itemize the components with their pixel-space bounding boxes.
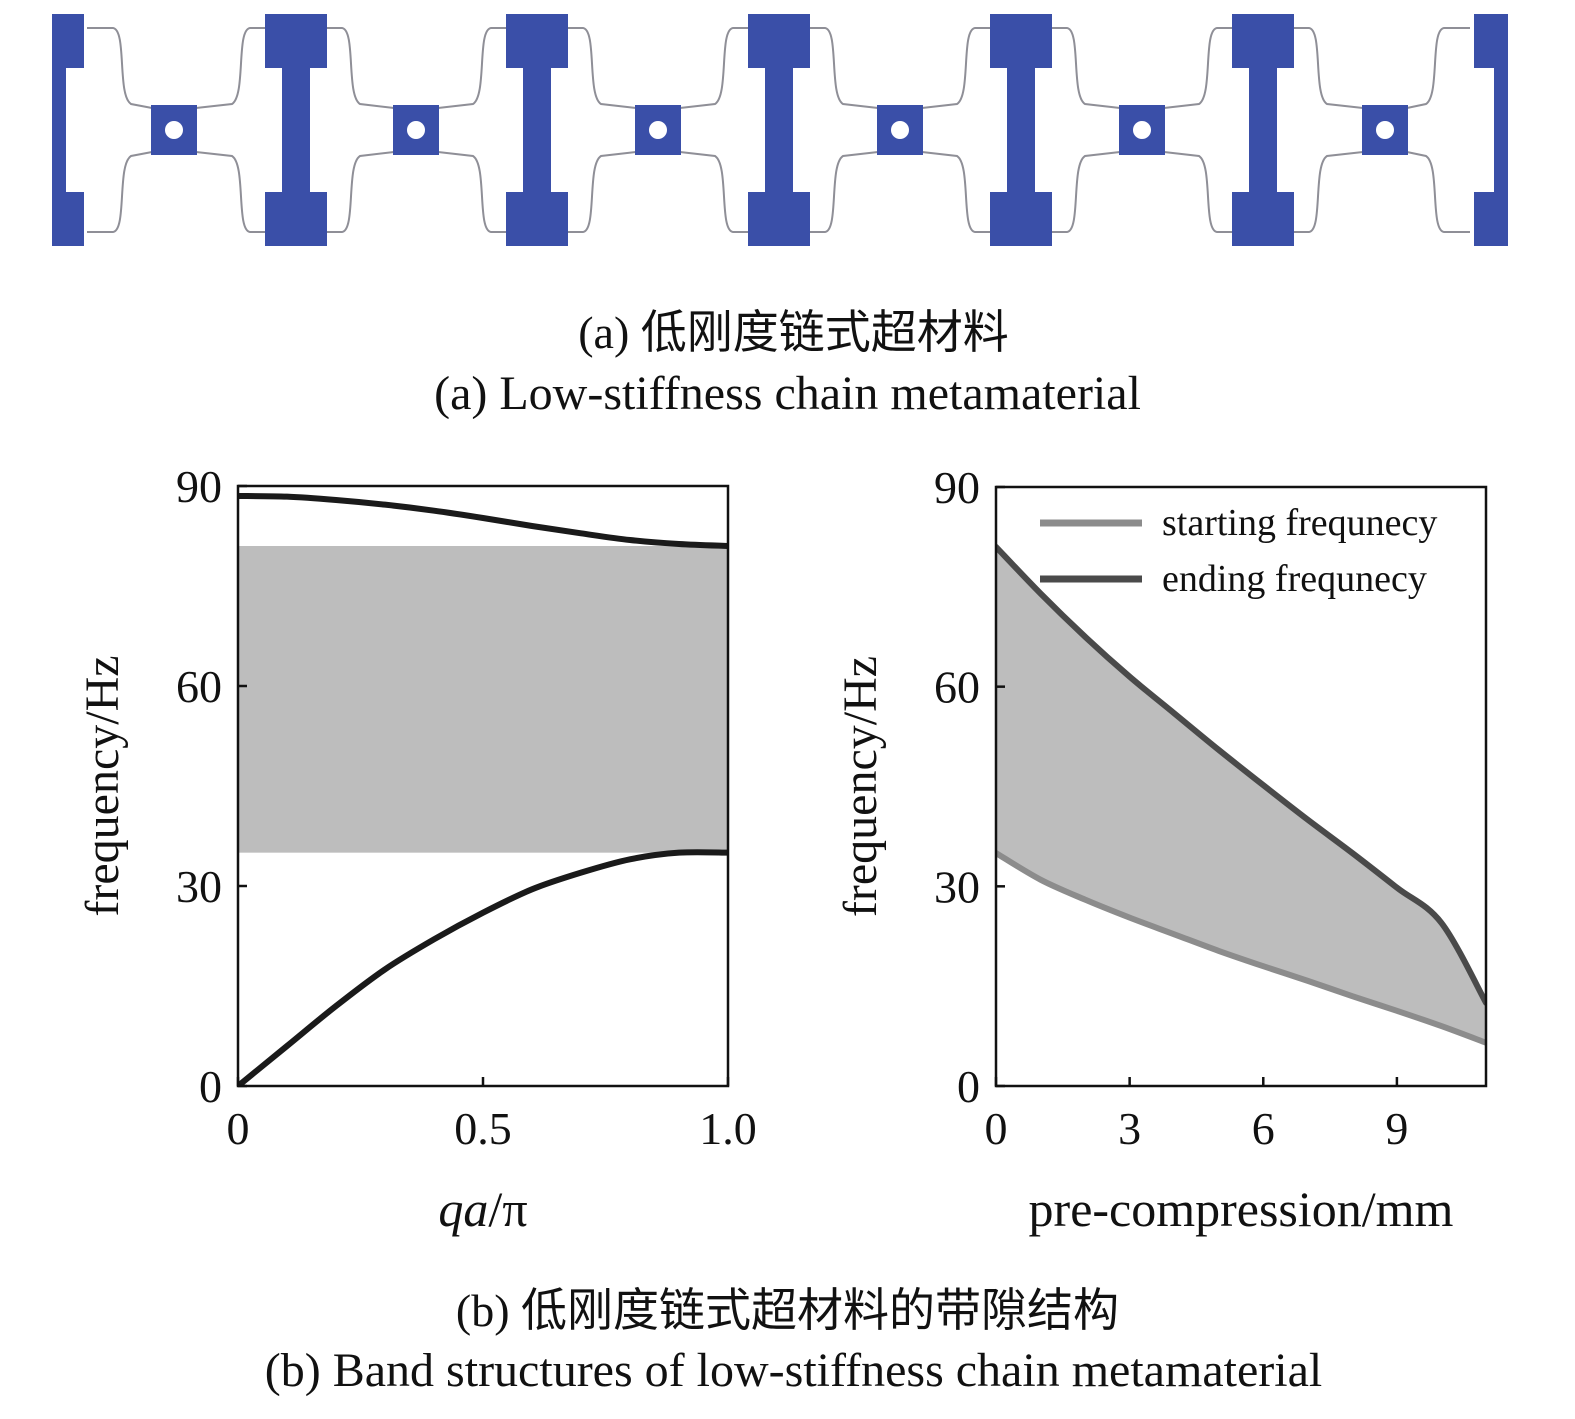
ligament-beam bbox=[679, 151, 759, 233]
band-gap-vs-precompression-chart: 0 3 6 90306090frequency/Hzpre-compression/m… bbox=[838, 470, 1488, 1237]
caption-a-chinese: (a) 低刚度链式超材料 bbox=[578, 307, 1009, 358]
x-tick-label: 0 bbox=[227, 1103, 250, 1154]
ligament-beam bbox=[799, 151, 879, 233]
y-tick-label: 60 bbox=[176, 661, 222, 712]
plot-area bbox=[996, 543, 1486, 1046]
band-structure-chart: 0 0.5 1.0 0 30 60 90 frequency/Hz qa/π bbox=[80, 470, 757, 1237]
y-tick-label: 30 bbox=[176, 861, 222, 912]
band-gap-region bbox=[238, 546, 728, 853]
ligament-beam bbox=[1041, 27, 1121, 109]
y-axis-label: frequency/Hz bbox=[80, 655, 129, 916]
ligament-beam bbox=[195, 151, 276, 233]
block-web bbox=[765, 14, 793, 246]
i-block bbox=[506, 14, 568, 246]
mass-hole bbox=[649, 121, 667, 139]
square-mass bbox=[877, 105, 923, 155]
ligament-beam bbox=[1283, 151, 1364, 233]
x-tick-label: 3 bbox=[1118, 1103, 1141, 1154]
ligament-beam bbox=[557, 151, 637, 233]
ligament-beam bbox=[679, 27, 759, 109]
square-mass bbox=[635, 105, 681, 155]
square-mass bbox=[1362, 105, 1408, 155]
block-web bbox=[52, 14, 66, 246]
metamaterial-chain-illustration bbox=[52, 14, 1508, 246]
ligament-beam bbox=[87, 27, 153, 109]
block-web bbox=[1494, 14, 1508, 246]
legend-label: ending frequnecy bbox=[1162, 558, 1427, 600]
mass-hole bbox=[1133, 121, 1151, 139]
plot-area bbox=[238, 493, 728, 1086]
series-line-2 bbox=[996, 543, 1486, 1006]
i-block bbox=[1474, 14, 1508, 246]
ligament-beam bbox=[1406, 27, 1470, 109]
legend-label: starting frequnecy bbox=[1162, 502, 1437, 544]
i-block bbox=[265, 14, 327, 246]
ligament-beam bbox=[316, 27, 395, 109]
y-tick-label: 90 bbox=[176, 470, 222, 512]
x-tick-label: 0.5 bbox=[454, 1103, 512, 1154]
square-mass bbox=[1119, 105, 1165, 155]
i-block bbox=[52, 14, 84, 246]
ligament-beam bbox=[1163, 151, 1243, 233]
i-block bbox=[1232, 14, 1294, 246]
series-line-2 bbox=[238, 493, 728, 549]
ligament-beam bbox=[799, 27, 879, 109]
series-line-1 bbox=[238, 849, 728, 1086]
ligament-beam bbox=[316, 151, 395, 233]
ligament-beam bbox=[921, 151, 1001, 233]
x-tick-label: 9 bbox=[1385, 1103, 1408, 1154]
ligament-beam bbox=[437, 27, 517, 109]
mass-hole bbox=[891, 121, 909, 139]
x-tick-label: 1.0 bbox=[699, 1103, 757, 1154]
ligament-beam bbox=[1163, 27, 1243, 109]
ligament-beam bbox=[195, 27, 276, 109]
mass-hole bbox=[165, 121, 183, 139]
y-tick-label: 30 bbox=[934, 861, 980, 912]
i-block bbox=[990, 14, 1052, 246]
x-axis-label: qa/π bbox=[438, 1181, 527, 1237]
caption-b-english: (b) Band structures of low-stiffness cha… bbox=[264, 1344, 1323, 1397]
ligament-beam bbox=[1041, 151, 1121, 233]
block-web bbox=[523, 14, 551, 246]
y-tick-label: 90 bbox=[934, 470, 980, 513]
ligament-beam bbox=[1283, 27, 1364, 109]
plot-frame bbox=[994, 485, 1488, 1088]
y-tick-label: 0 bbox=[957, 1061, 980, 1112]
block-web bbox=[1007, 14, 1035, 246]
legend: starting frequnecy ending frequnecy bbox=[1040, 502, 1437, 600]
caption-a-english: (a) Low-stiffness chain metamaterial bbox=[434, 367, 1141, 420]
y-tick-label: 60 bbox=[934, 662, 980, 713]
y-tick-label: 0 bbox=[199, 1061, 222, 1112]
block-web bbox=[282, 14, 310, 246]
ligament-beam bbox=[921, 27, 1001, 109]
ligament-beam bbox=[557, 27, 637, 109]
y-axis-label: frequency/Hz bbox=[838, 656, 887, 917]
x-axis-label: pre-compression/mm bbox=[1029, 1181, 1454, 1237]
x-tick-label: 0 bbox=[985, 1103, 1008, 1154]
x-tick-label: 6 bbox=[1252, 1103, 1275, 1154]
ligament-beam bbox=[87, 151, 153, 233]
mass-hole bbox=[407, 121, 425, 139]
square-mass bbox=[151, 105, 197, 155]
i-block bbox=[748, 14, 810, 246]
ligament-beam bbox=[437, 151, 517, 233]
caption-b-chinese: (b) 低刚度链式超材料的带隙结构 bbox=[455, 1285, 1120, 1336]
series-line-1 bbox=[996, 850, 1486, 1046]
square-mass bbox=[393, 105, 439, 155]
mass-hole bbox=[1376, 121, 1394, 139]
ligament-beam bbox=[1406, 151, 1470, 233]
ligaments bbox=[87, 27, 1470, 233]
block-web bbox=[1249, 14, 1277, 246]
